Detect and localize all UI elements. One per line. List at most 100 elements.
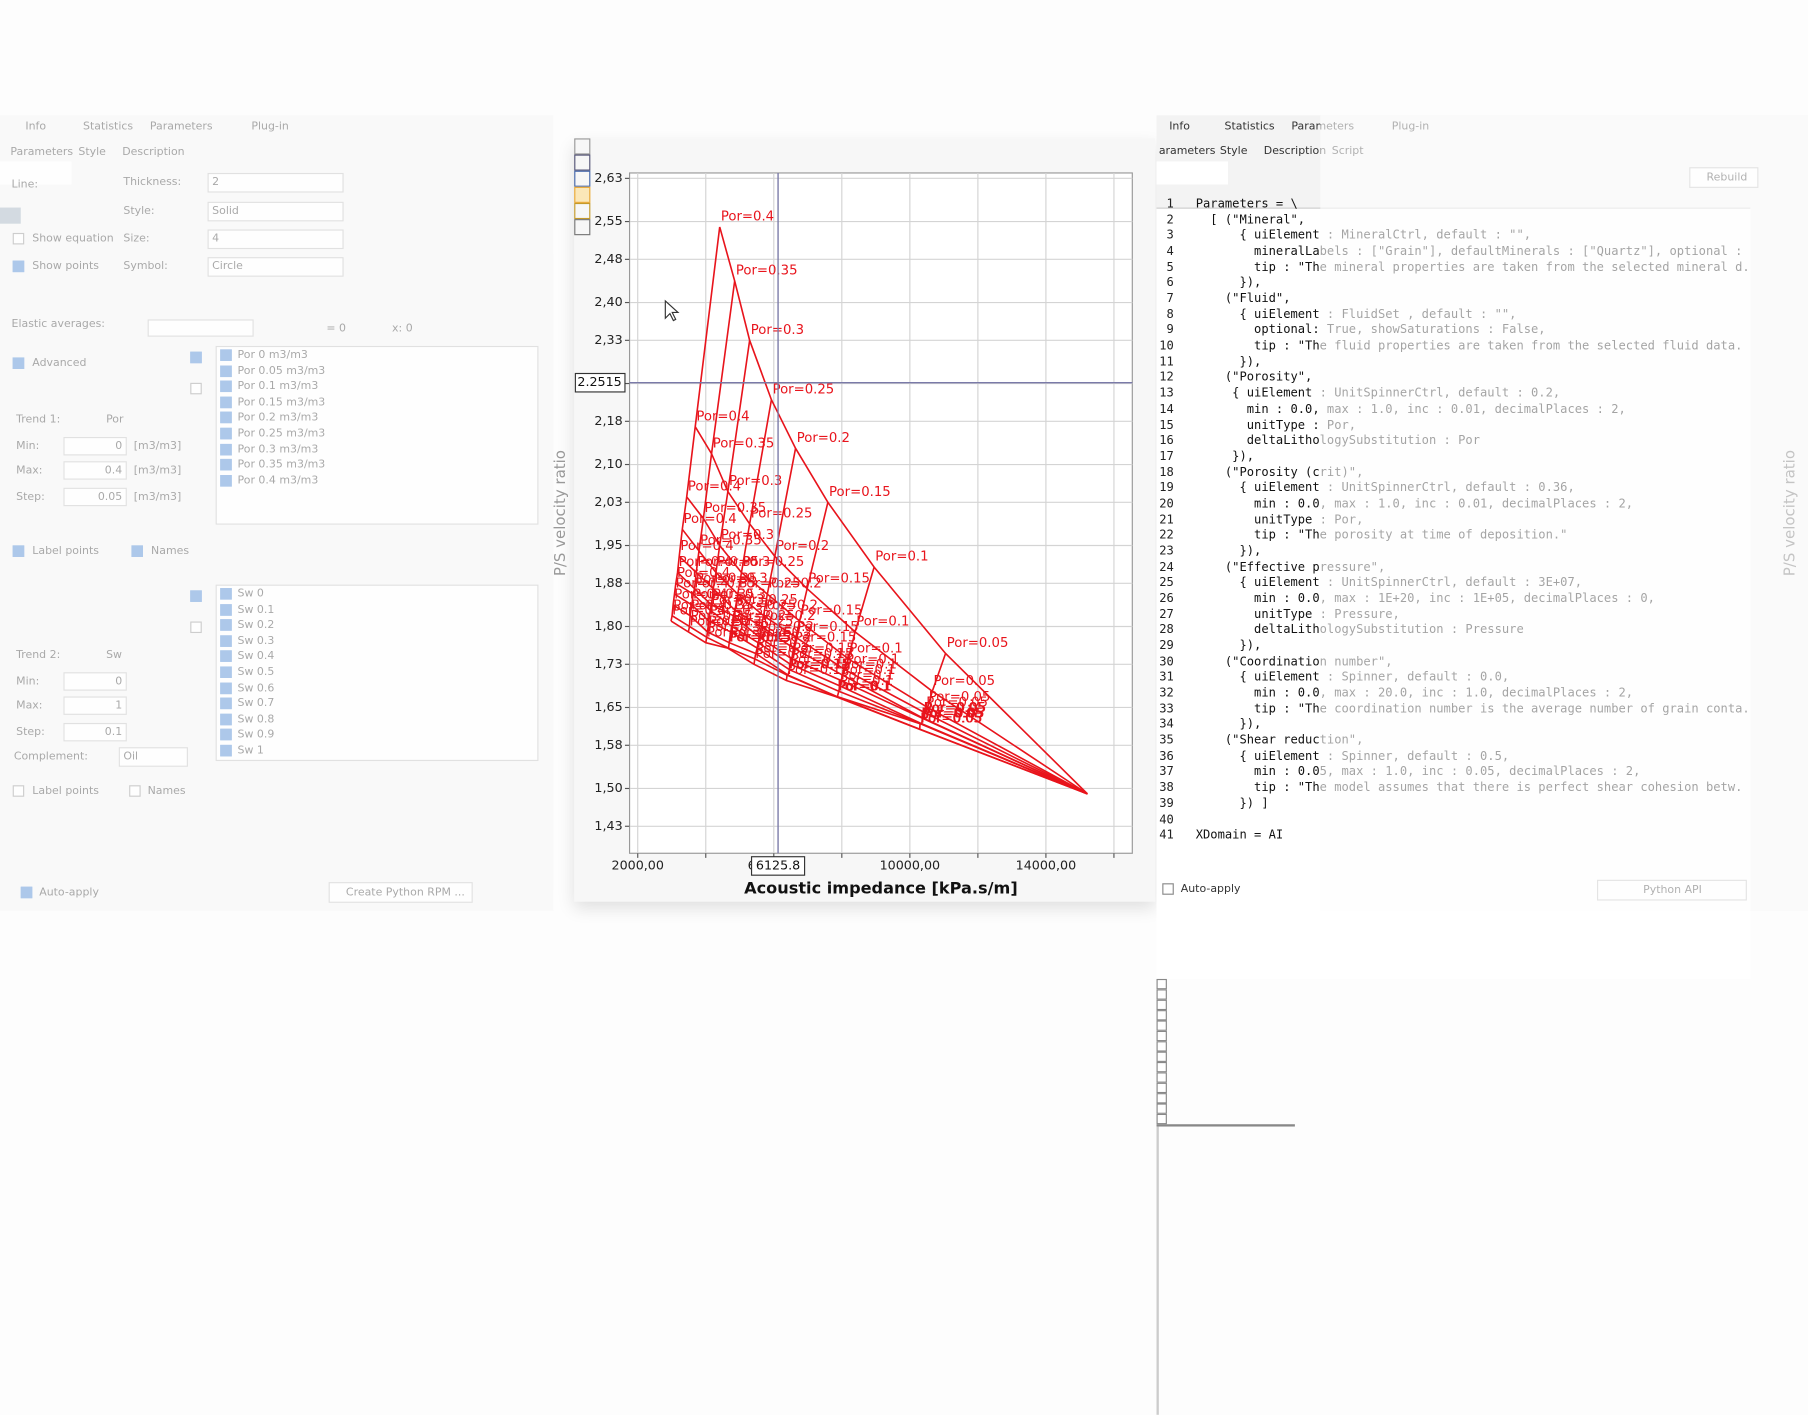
line-number: 17 bbox=[1159, 449, 1174, 464]
checkbox-label: Names bbox=[151, 544, 190, 558]
checkbox[interactable] bbox=[220, 619, 232, 631]
checkbox[interactable] bbox=[220, 744, 232, 757]
fold-marker[interactable] bbox=[1156, 1072, 1167, 1083]
line-number: 19 bbox=[1159, 481, 1174, 495]
porosity-line bbox=[918, 653, 947, 730]
toolbar-button[interactable] bbox=[574, 202, 591, 220]
fold-marker[interactable] bbox=[1156, 1093, 1167, 1104]
checkbox[interactable] bbox=[190, 382, 202, 395]
cursor-box bbox=[750, 856, 806, 876]
checkbox[interactable] bbox=[20, 886, 33, 899]
list-item: Por 0.15 m3/m3 bbox=[237, 395, 326, 409]
checkbox[interactable] bbox=[220, 682, 232, 694]
dropdown[interactable] bbox=[207, 201, 344, 222]
line-number: 16 bbox=[1159, 433, 1174, 448]
input-box[interactable] bbox=[63, 696, 127, 715]
tab[interactable] bbox=[1156, 161, 1229, 185]
checkbox[interactable] bbox=[12, 357, 25, 369]
checkbox-label: Label points bbox=[32, 544, 99, 558]
toolbar-button[interactable] bbox=[574, 170, 591, 187]
fold-marker[interactable] bbox=[1156, 1061, 1167, 1073]
line-number: 27 bbox=[1159, 607, 1174, 622]
checkbox[interactable] bbox=[129, 785, 141, 797]
point-label: Por=0.25 bbox=[743, 555, 805, 570]
checkbox[interactable] bbox=[131, 545, 143, 557]
checkbox[interactable] bbox=[220, 412, 232, 424]
fold-marker[interactable] bbox=[1156, 1051, 1167, 1062]
checkbox[interactable] bbox=[190, 590, 202, 602]
point-label: Por=0.1 bbox=[837, 679, 890, 694]
fold-marker[interactable] bbox=[1156, 1041, 1167, 1052]
checkbox[interactable] bbox=[220, 459, 232, 471]
point-label: Por=0.25 bbox=[773, 382, 835, 397]
tab[interactable] bbox=[0, 161, 72, 185]
checkbox[interactable] bbox=[1162, 883, 1174, 895]
checkbox[interactable] bbox=[12, 260, 25, 273]
input-box[interactable] bbox=[63, 437, 127, 456]
fold-marker[interactable] bbox=[1156, 1020, 1167, 1031]
porosity-line bbox=[704, 340, 751, 643]
point-label: Por=0.1 bbox=[846, 652, 899, 667]
checkbox[interactable] bbox=[220, 713, 232, 726]
toolbar-button[interactable] bbox=[574, 219, 591, 236]
tab-label: Statistics bbox=[1224, 120, 1275, 134]
porosity-line bbox=[687, 280, 736, 633]
point-label: Por=0.3 bbox=[711, 593, 764, 608]
checkbox[interactable] bbox=[12, 232, 25, 245]
line-number: 32 bbox=[1159, 686, 1174, 700]
dropdown[interactable] bbox=[207, 229, 344, 250]
input-box[interactable] bbox=[63, 461, 127, 480]
toolbar-button[interactable] bbox=[574, 154, 591, 171]
fold-marker[interactable] bbox=[1156, 978, 1167, 990]
input-box[interactable] bbox=[63, 487, 127, 507]
input-box[interactable] bbox=[63, 672, 127, 691]
checkbox[interactable] bbox=[190, 351, 202, 364]
point-label: Por=0.4 bbox=[679, 555, 732, 570]
line-number: 14 bbox=[1159, 402, 1174, 417]
toolbar-button[interactable] bbox=[574, 138, 591, 155]
input-value: 1 bbox=[115, 699, 123, 713]
y-tick-label: 1,88 bbox=[594, 575, 622, 590]
checkbox[interactable] bbox=[220, 380, 232, 393]
toolbar-button[interactable] bbox=[574, 186, 591, 203]
checkbox[interactable] bbox=[220, 443, 232, 455]
checkbox-label: Auto-apply bbox=[1180, 882, 1241, 896]
code-line: }), bbox=[1195, 354, 1262, 369]
button[interactable] bbox=[328, 882, 473, 903]
input-box[interactable] bbox=[63, 722, 127, 742]
line-number: 38 bbox=[1159, 780, 1174, 795]
checkbox[interactable] bbox=[220, 474, 232, 487]
checkbox[interactable] bbox=[220, 697, 232, 710]
dropdown[interactable] bbox=[207, 172, 344, 193]
scrollbar[interactable] bbox=[1156, 1124, 1295, 1127]
dropdown[interactable] bbox=[147, 319, 254, 337]
checkbox[interactable] bbox=[220, 729, 232, 741]
fold-marker[interactable] bbox=[1156, 999, 1167, 1011]
checkbox[interactable] bbox=[220, 349, 232, 361]
point-label: Por=0.05 bbox=[922, 706, 984, 721]
checkbox[interactable] bbox=[220, 427, 232, 440]
scrollbar[interactable] bbox=[1156, 1126, 1159, 1415]
checkbox[interactable] bbox=[220, 396, 232, 408]
y-tick-label: 2,55 bbox=[594, 213, 622, 228]
fold-marker[interactable] bbox=[1156, 1113, 1167, 1125]
checkbox[interactable] bbox=[12, 785, 25, 797]
fold-marker[interactable] bbox=[1156, 1103, 1167, 1114]
checkbox[interactable] bbox=[220, 603, 232, 616]
fold-marker[interactable] bbox=[1156, 1082, 1167, 1094]
checkbox[interactable] bbox=[220, 635, 232, 647]
dropdown[interactable] bbox=[118, 747, 188, 767]
line-number: 35 bbox=[1159, 733, 1174, 748]
checkbox[interactable] bbox=[220, 365, 232, 377]
checkbox[interactable] bbox=[220, 650, 232, 663]
list-item: Sw 0.8 bbox=[237, 712, 275, 726]
checkbox[interactable] bbox=[12, 545, 25, 557]
checkbox[interactable] bbox=[190, 621, 202, 634]
fold-marker[interactable] bbox=[1156, 1030, 1167, 1042]
checkbox[interactable] bbox=[220, 666, 232, 678]
button[interactable] bbox=[0, 207, 21, 224]
checkbox[interactable] bbox=[220, 588, 232, 600]
fold-marker[interactable] bbox=[1156, 989, 1167, 1000]
point-label: Por=0.15 bbox=[801, 604, 863, 619]
dropdown[interactable] bbox=[207, 257, 344, 277]
